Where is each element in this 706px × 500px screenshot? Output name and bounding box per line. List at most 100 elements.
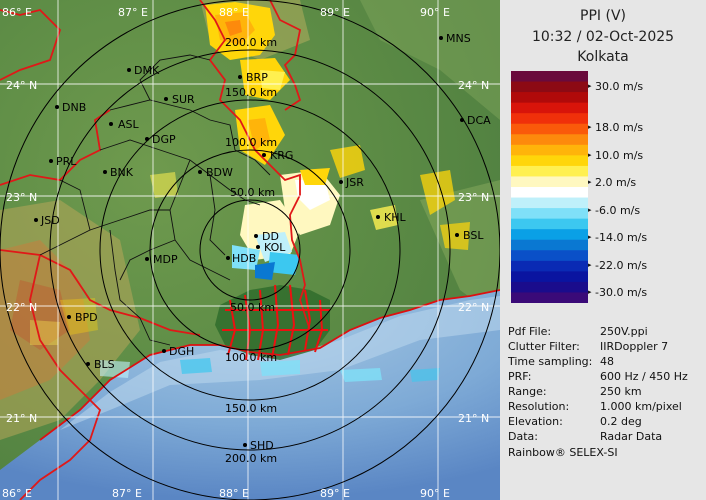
colorbar-label: -14.0 m/s	[595, 231, 648, 244]
colorbar-swatch	[511, 229, 588, 241]
lon-label-top: 89° E	[320, 6, 350, 19]
info-value: 1.000 km/pixel	[600, 400, 682, 413]
colorbar-label: -30.0 m/s	[595, 286, 648, 299]
product-title: PPI (V)	[580, 8, 626, 24]
colorbar-swatch	[511, 113, 588, 125]
plateau-terrain	[0, 240, 90, 400]
hill-terrain	[360, 0, 500, 120]
colorbar-swatch	[511, 250, 588, 262]
range-label: 100.0 km	[225, 136, 277, 149]
range-label: 200.0 km	[225, 36, 277, 49]
colorbar-swatch	[511, 134, 588, 146]
colorbar-label: -6.0 m/s	[595, 204, 641, 217]
range-label: 150.0 km	[225, 402, 277, 415]
colorbar-swatch	[511, 292, 588, 303]
city-label: BRP	[246, 71, 268, 84]
lat-label-right: 21° N	[458, 412, 489, 425]
colorbar-tick-icon: ▸	[588, 178, 592, 186]
colorbar-swatch	[511, 208, 588, 220]
colorbar-label: 10.0 m/s	[595, 149, 644, 162]
city-label: MNS	[446, 32, 471, 45]
lon-label-top: 86° E	[2, 6, 32, 19]
colorbar-tick-icon: ▸	[588, 206, 592, 214]
city-label: DCA	[467, 114, 491, 127]
lon-label-top: 87° E	[118, 6, 148, 19]
lon-label-bottom: 86° E	[2, 487, 32, 500]
info-value: Radar Data	[600, 430, 663, 443]
range-label: 50.0 km	[230, 186, 275, 199]
info-value: 250 km	[600, 385, 642, 398]
city-label: BNK	[110, 166, 134, 179]
colorbar-swatch	[511, 218, 588, 230]
city-label: MDP	[153, 253, 178, 266]
colorbar-tick-icon: ▸	[588, 288, 592, 296]
city-label: SUR	[172, 93, 195, 106]
colorbar-tick-icon: ▸	[588, 261, 592, 269]
lon-label-top: 88° E	[219, 6, 249, 19]
timestamp: 10:32 / 02-Oct-2025	[531, 29, 675, 45]
colorbar-swatch	[511, 239, 588, 251]
city-label: KOL	[264, 241, 286, 254]
info-value: 600 Hz / 450 Hz	[600, 370, 688, 383]
info-key: Clutter Filter:	[508, 340, 580, 353]
lat-label-left: 22° N	[6, 301, 37, 314]
lat-label-left: 23° N	[6, 191, 37, 204]
info-key: Elevation:	[508, 415, 563, 428]
lon-label-bottom: 90° E	[420, 487, 450, 500]
coastline	[39, 289, 500, 441]
city-label: BPD	[75, 311, 98, 324]
lon-label-bottom: 87° E	[112, 487, 142, 500]
district-borders	[39, 54, 271, 346]
city-label: DD	[262, 230, 279, 243]
city-label: KHL	[384, 211, 406, 224]
hill-terrain	[420, 180, 500, 320]
info-key: Data:	[508, 430, 538, 443]
city-label: DGP	[152, 133, 176, 146]
colorbar-swatch	[511, 260, 588, 272]
range-label: 50.0 km	[230, 301, 275, 314]
colorbar-swatch	[511, 92, 588, 104]
colorbar-swatch	[511, 281, 588, 293]
colorbar-swatch	[511, 271, 588, 283]
city-label: BSL	[463, 229, 484, 242]
city-label: BDW	[206, 166, 233, 179]
range-rings	[0, 0, 500, 500]
colorbar-swatch	[511, 155, 588, 167]
info-key: Pdf File:	[508, 325, 552, 338]
colorbar-swatch	[511, 197, 588, 209]
info-key: Range:	[508, 385, 547, 398]
info-key: Time sampling:	[508, 355, 593, 368]
vendor-footer: Rainbow® SELEX-SI	[508, 446, 618, 459]
city-label: SHD	[250, 439, 274, 452]
lat-label-right: 22° N	[458, 301, 489, 314]
colorbar-label: 30.0 m/s	[595, 80, 644, 93]
range-label: 150.0 km	[225, 86, 277, 99]
city-label: DNB	[62, 101, 86, 114]
colorbar-swatch	[511, 102, 588, 114]
lat-label-left: 21° N	[6, 412, 37, 425]
colorbar-tick-icon: ▸	[588, 151, 592, 159]
city-label: ASL	[118, 118, 140, 131]
lon-label-bottom: 89° E	[320, 487, 350, 500]
colorbar-tick-icon: ▸	[588, 82, 592, 90]
delta-rivers	[222, 284, 330, 361]
colorbar-swatch	[511, 81, 588, 93]
lat-label-right: 23° N	[458, 191, 489, 204]
range-label: 100.0 km	[225, 351, 277, 364]
radar-echoes	[30, 2, 470, 382]
city-label: PRL	[56, 155, 77, 168]
radar-map: 86° E 87° E 88° E 89° E 90° E 86° E 87° …	[0, 0, 500, 500]
lon-label-bottom: 88° E	[219, 487, 249, 500]
lon-label-top: 90° E	[420, 6, 450, 19]
plateau-terrain	[10, 280, 70, 350]
plateau-terrain	[0, 200, 140, 440]
colorbar-swatch	[511, 71, 588, 83]
info-key: Resolution:	[508, 400, 570, 413]
city-label: KRG	[270, 149, 293, 162]
city-label: JSD	[40, 214, 60, 227]
info-key: PRF:	[508, 370, 532, 383]
city-label: DGH	[169, 345, 194, 358]
city-label: DMK	[134, 64, 160, 77]
info-value: 48	[600, 355, 614, 368]
colorbar-swatch	[511, 144, 588, 156]
